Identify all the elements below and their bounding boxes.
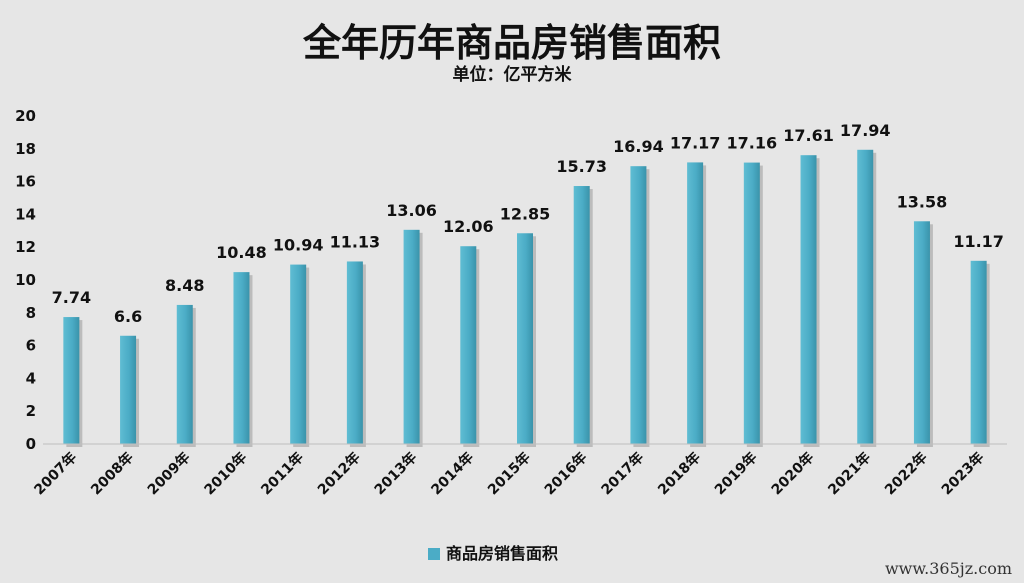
data-label: 10.94 <box>273 236 324 255</box>
y-tick-label: 4 <box>26 369 36 387</box>
y-tick-label: 8 <box>26 304 36 322</box>
chart-title: 全年历年商品房销售面积 <box>302 21 721 65</box>
y-tick-label: 14 <box>15 205 36 223</box>
x-tick-label: 2008年 <box>87 449 136 498</box>
x-tick-label: 2022年 <box>881 449 930 498</box>
y-tick-label: 10 <box>15 271 36 289</box>
bar <box>687 162 704 445</box>
bar <box>743 162 760 445</box>
chart-subtitle: 单位：亿平方米 <box>453 64 573 85</box>
bar <box>120 335 137 444</box>
data-label: 7.74 <box>52 288 91 307</box>
data-label: 17.61 <box>783 126 834 145</box>
x-axis: 2007年 2008年 2009年 2010年 2011年 2012年 2013年 2014年… <box>31 443 1007 498</box>
data-label: 8.48 <box>165 276 204 295</box>
x-tick-label: 2014年 <box>428 449 477 498</box>
x-tick-label: 2021年 <box>825 449 874 498</box>
data-labels-group: 7.74 6.6 8.48 10.48 10.94 11.13 13.06 12.06 12.8… <box>52 121 1004 326</box>
bar <box>233 272 250 444</box>
x-tick-label: 2007年 <box>31 449 80 498</box>
bar <box>857 149 874 444</box>
x-tick-label: 2018年 <box>654 449 703 498</box>
x-tick-label: 2020年 <box>768 449 817 498</box>
bar <box>800 155 817 445</box>
x-tick-label: 2015年 <box>484 449 533 498</box>
y-tick-label: 18 <box>15 140 36 158</box>
data-label: 15.73 <box>556 157 607 176</box>
y-tick-label: 2 <box>26 402 36 420</box>
legend-label: 商品房销售面积 <box>446 544 558 563</box>
bars-group <box>63 149 990 448</box>
bar <box>290 264 307 444</box>
bar <box>913 221 930 444</box>
x-tick-label: 2009年 <box>144 449 193 498</box>
bar <box>573 186 590 444</box>
x-tick-label: 2011年 <box>258 449 307 498</box>
x-tick-label: 2010年 <box>201 449 250 498</box>
bar <box>63 317 80 444</box>
data-label: 11.17 <box>953 232 1004 251</box>
bar <box>460 246 477 444</box>
data-label: 12.06 <box>443 217 494 236</box>
x-tick-label: 2019年 <box>711 449 760 498</box>
bar <box>403 229 420 444</box>
x-tick-label: 2016年 <box>541 449 590 498</box>
legend: 商品房销售面积 <box>428 544 558 563</box>
y-tick-label: 6 <box>26 337 36 355</box>
data-label: 6.6 <box>114 307 142 326</box>
y-tick-label: 0 <box>26 435 36 453</box>
bar <box>630 166 647 444</box>
bar <box>970 260 987 444</box>
x-tick-label: 2017年 <box>598 449 647 498</box>
data-label: 16.94 <box>613 137 664 156</box>
data-label: 17.17 <box>670 133 721 152</box>
x-tick-label: 2013年 <box>371 449 420 498</box>
bar <box>517 233 533 444</box>
y-tick-label: 16 <box>15 173 36 191</box>
data-label: 13.58 <box>897 192 948 211</box>
y-axis: 0 2 4 6 8 10 12 14 16 18 20 <box>15 107 36 453</box>
bar <box>346 261 363 444</box>
data-label: 10.48 <box>216 243 267 262</box>
x-tick-label: 2023年 <box>938 449 987 498</box>
x-tick-label: 2012年 <box>314 449 363 498</box>
data-label: 17.94 <box>840 121 891 140</box>
data-label: 17.16 <box>727 134 778 153</box>
watermark: www.365jz.com <box>885 559 1012 578</box>
data-label: 11.13 <box>330 232 381 251</box>
data-label: 13.06 <box>386 201 437 220</box>
data-label: 12.85 <box>500 204 551 223</box>
bar <box>176 304 193 444</box>
y-tick-label: 20 <box>15 107 36 125</box>
legend-swatch <box>428 548 440 560</box>
y-tick-label: 12 <box>15 238 36 256</box>
